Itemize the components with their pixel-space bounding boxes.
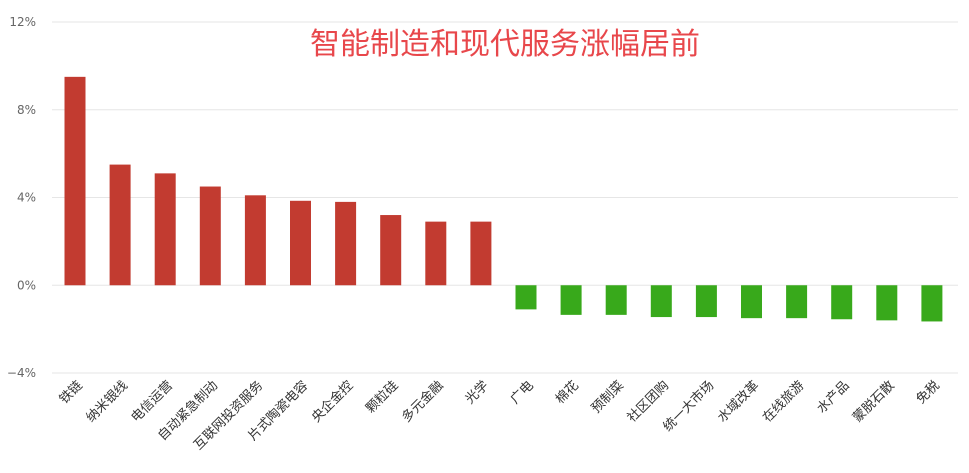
x-tick-label: 水域改革 — [715, 378, 762, 425]
y-tick-label: −4% — [7, 366, 36, 380]
x-tick-label: 蒙脱石散 — [850, 378, 897, 425]
grid-lines — [52, 21, 958, 374]
x-tick-label: 广电 — [508, 378, 537, 407]
chart-title: 智能制造和现代服务涨幅居前 — [310, 27, 700, 62]
bar — [786, 285, 808, 319]
x-tick-label: 央企金控 — [308, 378, 356, 426]
x-tick-label: 免税 — [914, 378, 943, 407]
y-axis: −4% 0% 4% 8% 12% — [7, 15, 36, 380]
bar — [695, 285, 717, 318]
y-tick-label: 4% — [17, 191, 36, 205]
bar — [154, 173, 176, 286]
bar — [470, 221, 492, 286]
bar — [876, 285, 898, 321]
y-tick-label: 12% — [9, 15, 36, 29]
bar — [380, 215, 402, 286]
bar — [741, 285, 762, 319]
bar — [560, 285, 582, 315]
x-tick-label: 预制菜 — [589, 378, 627, 416]
x-tick-label: 铁链 — [57, 378, 86, 407]
bar — [109, 164, 131, 286]
x-tick-label: 纳米银线 — [84, 378, 131, 425]
bar — [335, 201, 357, 286]
x-tick-label: 颗粒硅 — [363, 378, 401, 416]
bars — [64, 76, 943, 322]
x-tick-label: 多元金融 — [399, 378, 447, 426]
y-tick-label: 8% — [17, 103, 36, 117]
bar — [64, 76, 86, 286]
x-tick-label: 棉花 — [552, 378, 582, 408]
bar — [244, 195, 266, 286]
bar — [921, 285, 943, 322]
bar — [650, 285, 672, 318]
bar — [425, 221, 447, 286]
bar — [199, 186, 221, 286]
x-tick-label: 社区团购 — [624, 378, 672, 426]
x-tick-label: 在线旅游 — [760, 378, 807, 425]
bar — [831, 285, 853, 320]
x-tick-label: 光学 — [462, 378, 492, 408]
bar — [515, 285, 537, 310]
x-tick-label: 水产品 — [814, 378, 852, 416]
y-tick-label: 0% — [17, 278, 36, 292]
bar — [605, 285, 627, 315]
bar — [290, 200, 311, 286]
